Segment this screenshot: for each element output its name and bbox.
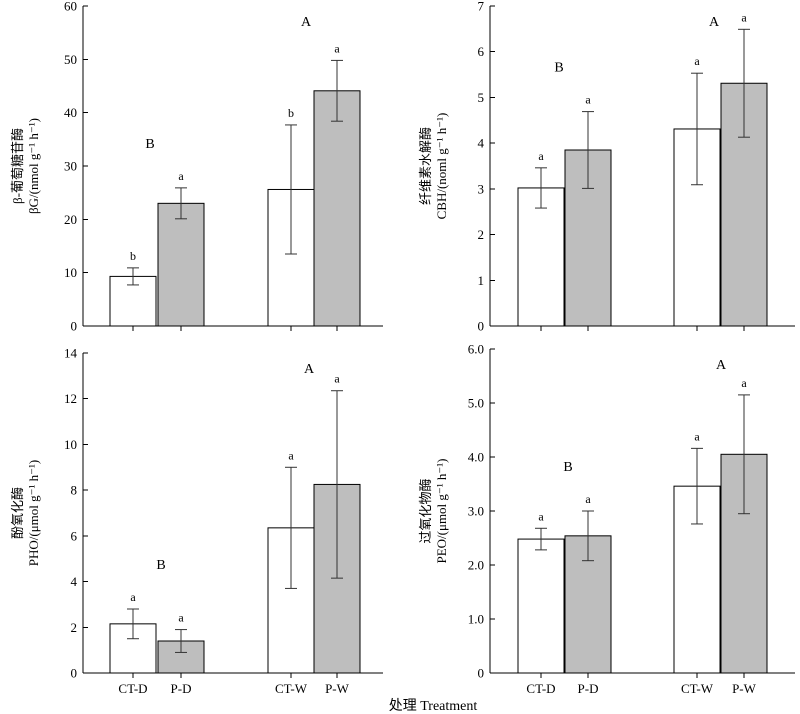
significance-letter: a [694,429,700,443]
y-tick-label: 30 [64,159,77,174]
bar-p-w [313,90,361,327]
y-axis-title-line2: CBH/(noml g⁻¹ h⁻¹) [434,113,449,220]
y-tick-label: 2 [478,227,485,242]
y-tick-label: 0 [71,319,78,334]
y-tick-label: 3.0 [468,504,484,519]
y-tick-label: 50 [64,52,77,67]
bar-p-d [157,202,205,327]
significance-letter: a [585,93,591,107]
significance-letter: a [130,590,136,604]
y-axis-title-line1: 纤维素水解酶 [418,127,433,205]
y-tick-label: 0 [478,666,485,681]
significance-letter: a [334,372,340,386]
y-tick-label: 6 [71,528,78,543]
y-tick-label: 6 [478,44,485,59]
bar-ct-d [517,538,565,674]
y-tick-label: 2.0 [468,558,484,573]
significance-letter: b [288,106,294,120]
y-axis-title-line1: 酚氧化酶 [10,487,25,539]
group-significance-letter: B [563,460,572,475]
significance-letter: b [130,249,136,263]
group-significance-letter: A [301,15,312,30]
x-category-label: CT-W [275,681,308,696]
y-axis-title-line2: βG/(nmol g⁻¹ h⁻¹) [26,118,41,214]
y-tick-label: 60 [64,0,77,14]
bar-ct-d [517,187,565,327]
chart-panel-top-right: 0 1 2 3 4 5 6 7 a a a a B A 纤维素水解酶 CBH/(noml g⁻¹ h⁻¹) [418,0,795,334]
y-tick-label: 10 [64,437,77,452]
y-tick-label: 40 [64,105,77,120]
y-tick-label: 20 [64,212,77,227]
x-category-label: CT-D [118,681,147,696]
y-axis-title-line2: PHO/(μmol g⁻¹ h⁻¹) [26,460,41,567]
x-category-label: P-D [578,681,599,696]
group-significance-letter: B [156,558,165,573]
y-tick-label: 8 [71,483,78,498]
significance-letter: a [288,448,294,462]
significance-letter: a [741,10,747,24]
y-tick-label: 14 [64,346,78,361]
chart-panel-bottom-left: 0 2 4 6 8 10 12 14 a a a a B A 酚氧化酶 PHO/(μmol g⁻¹ h⁻¹) C… [10,346,383,696]
x-axis-title: 处理 Treatment [389,698,478,714]
significance-letter: a [178,169,184,183]
y-axis-title-line1: 过氧化物酶 [418,478,433,543]
y-tick-label: 7 [478,0,485,14]
y-tick-label: 5 [478,90,485,105]
y-tick-label: 3 [478,181,485,196]
x-category-label: P-W [732,681,757,696]
y-tick-label: 0 [478,319,485,334]
significance-letter: a [538,509,544,523]
y-tick-label: 1.0 [468,612,484,627]
group-significance-letter: B [145,137,154,152]
y-axis-title-line1: β-葡萄糖苷酶 [10,128,25,204]
x-category-label: CT-D [526,681,555,696]
significance-letter: a [694,54,700,68]
chart-panel-top-left: 0 10 20 30 40 50 60 b a b a B Aβ-葡萄糖苷酶 βG/(nmol g⁻¹ h… [10,0,383,334]
chart-panel-bottom-right: 0 1.0 2.0 3.0 4.0 5.0 6.0 a a a a B A 过氧化物酶 PEO/(μmol … [418,342,795,696]
group-significance-letter: A [304,362,315,377]
y-tick-label: 6.0 [468,342,484,357]
y-tick-label: 12 [64,391,77,406]
significance-letter: a [585,492,591,506]
y-tick-label: 4.0 [468,450,484,465]
y-tick-label: 0 [71,666,78,681]
bar-ct-d [109,275,157,327]
y-tick-label: 4 [478,136,485,151]
significance-letter: a [178,611,184,625]
y-tick-label: 4 [71,574,78,589]
x-category-label: P-W [325,681,350,696]
group-significance-letter: A [709,15,720,30]
y-axis-title-line2: PEO/(μmol g⁻¹ h⁻¹) [434,458,449,563]
group-significance-letter: B [554,61,563,76]
y-tick-label: 1 [478,273,485,288]
group-significance-letter: A [716,358,727,373]
y-tick-label: 5.0 [468,396,484,411]
x-category-label: P-D [171,681,192,696]
x-category-label: CT-W [681,681,714,696]
significance-letter: a [334,41,340,55]
significance-letter: a [741,376,747,390]
significance-letter: a [538,149,544,163]
y-tick-label: 2 [71,620,78,635]
y-tick-label: 10 [64,265,77,280]
